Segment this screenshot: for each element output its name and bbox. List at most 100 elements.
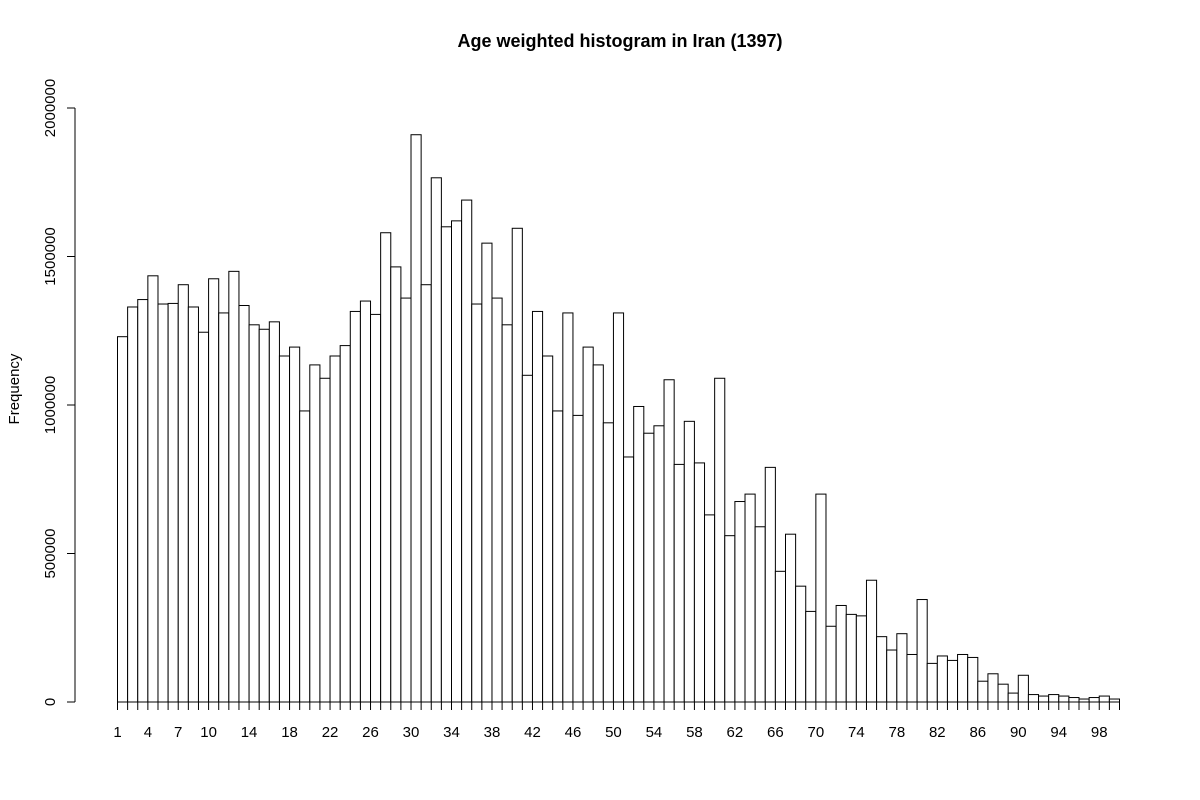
x-tick-label: 94 bbox=[1050, 724, 1067, 741]
histogram-bar bbox=[572, 414, 584, 703]
x-tick-label: 62 bbox=[727, 724, 744, 741]
histogram-bar bbox=[218, 312, 230, 703]
histogram-bar bbox=[643, 432, 655, 703]
histogram-bar bbox=[612, 312, 625, 703]
x-tick-label: 74 bbox=[848, 724, 865, 741]
x-tick-label: 78 bbox=[888, 724, 905, 741]
histogram-bar bbox=[633, 405, 645, 703]
x-tick-label: 70 bbox=[808, 724, 825, 741]
bars bbox=[117, 134, 1120, 703]
x-axis: 1 4 7 10 14 18 22 26 30 34 38 42 46 50 54 58 62 66 70 74 78 8… bbox=[113, 702, 1120, 741]
x-tick-label: 42 bbox=[524, 724, 541, 741]
histogram-bar bbox=[977, 680, 989, 703]
histogram-bar bbox=[471, 303, 483, 703]
histogram-bar bbox=[319, 377, 331, 703]
histogram-bar bbox=[1038, 695, 1050, 703]
histogram-bar bbox=[531, 310, 544, 703]
histogram-bar bbox=[673, 463, 685, 703]
histogram-bar bbox=[693, 462, 706, 703]
histogram-bar bbox=[491, 297, 503, 703]
x-tick-label: 46 bbox=[565, 724, 582, 741]
histogram-bar bbox=[157, 303, 169, 703]
y-axis: 0 500000 1000000 1500000 2000000 bbox=[42, 79, 76, 706]
histogram-bar bbox=[127, 306, 139, 703]
histogram-bar bbox=[855, 615, 867, 703]
histogram-bar bbox=[825, 625, 837, 703]
histogram-bar bbox=[208, 278, 220, 703]
histogram-bar bbox=[744, 493, 756, 703]
histogram-bar bbox=[582, 346, 594, 703]
histogram-bar bbox=[1017, 674, 1029, 703]
histogram-bar bbox=[835, 604, 847, 703]
y-tick-label: 500000 bbox=[42, 528, 59, 578]
x-tick-label: 22 bbox=[322, 724, 339, 741]
histogram-bar bbox=[946, 659, 959, 703]
histogram-bar bbox=[754, 526, 766, 703]
histogram-bar bbox=[724, 535, 736, 703]
histogram-bar bbox=[309, 364, 321, 703]
y-tick-label: 1000000 bbox=[42, 376, 59, 434]
histogram-bar bbox=[451, 220, 463, 703]
histogram-bar bbox=[299, 410, 311, 703]
histogram-bar bbox=[987, 673, 999, 703]
x-tick-label: 10 bbox=[200, 724, 217, 741]
histogram-bar bbox=[501, 324, 513, 703]
histogram-bar bbox=[805, 610, 817, 703]
histogram-bar bbox=[370, 313, 382, 703]
histogram-bar bbox=[390, 266, 402, 703]
y-axis-label: Frequency bbox=[6, 353, 23, 424]
histogram-bar bbox=[785, 533, 797, 703]
histogram-bar bbox=[117, 336, 129, 703]
y-tick-label: 0 bbox=[42, 698, 59, 706]
chart-title: Age weighted histogram in Iran (1397) bbox=[457, 31, 782, 51]
histogram-bar bbox=[795, 585, 807, 703]
x-tick-label: 14 bbox=[241, 724, 258, 741]
histogram-bar bbox=[602, 422, 614, 703]
x-tick-label: 50 bbox=[605, 724, 622, 741]
x-tick-label: 38 bbox=[484, 724, 501, 741]
histogram-bar bbox=[845, 613, 857, 703]
histogram-bar bbox=[653, 425, 665, 703]
x-tick-label: 82 bbox=[929, 724, 946, 741]
histogram-bar bbox=[815, 493, 827, 703]
histogram-bar bbox=[268, 321, 280, 703]
x-tick-label: 26 bbox=[362, 724, 379, 741]
x-tick-label: 1 bbox=[113, 724, 121, 741]
histogram-bar bbox=[410, 134, 422, 703]
histogram-bar bbox=[278, 355, 291, 703]
histogram-bar bbox=[228, 270, 240, 703]
histogram-bar bbox=[329, 355, 341, 703]
histogram-bar bbox=[734, 501, 746, 703]
histogram-bar bbox=[248, 324, 260, 703]
histogram-bar bbox=[876, 636, 888, 703]
histogram-bar bbox=[896, 633, 908, 703]
histogram-bar bbox=[440, 226, 452, 703]
histogram-bar bbox=[187, 306, 199, 703]
histogram-bar bbox=[1068, 697, 1080, 703]
x-tick-label: 58 bbox=[686, 724, 703, 741]
histogram-bar bbox=[552, 410, 564, 703]
histogram-bar bbox=[1007, 692, 1019, 703]
histogram-bar bbox=[380, 232, 392, 703]
x-tick-label: 98 bbox=[1091, 724, 1108, 741]
histogram-bar bbox=[926, 662, 938, 703]
histogram-bar bbox=[886, 649, 898, 703]
histogram-bar bbox=[663, 379, 675, 703]
histogram-bar bbox=[1108, 698, 1120, 703]
histogram-bar bbox=[511, 227, 523, 703]
histogram-bar bbox=[461, 199, 473, 703]
histogram-bar bbox=[906, 653, 918, 703]
histogram-bar bbox=[258, 328, 270, 703]
histogram-bar bbox=[481, 242, 493, 703]
histogram-bar bbox=[238, 305, 250, 703]
x-tick-label: 34 bbox=[443, 724, 460, 741]
histogram-bar bbox=[1098, 695, 1110, 703]
histogram-bar bbox=[137, 299, 149, 703]
histogram-bar bbox=[764, 466, 776, 703]
histogram-bar bbox=[967, 656, 979, 703]
histogram-bar bbox=[774, 570, 786, 703]
histogram-bar bbox=[1027, 694, 1040, 703]
histogram-bar bbox=[542, 355, 554, 703]
histogram-bar bbox=[177, 284, 189, 703]
